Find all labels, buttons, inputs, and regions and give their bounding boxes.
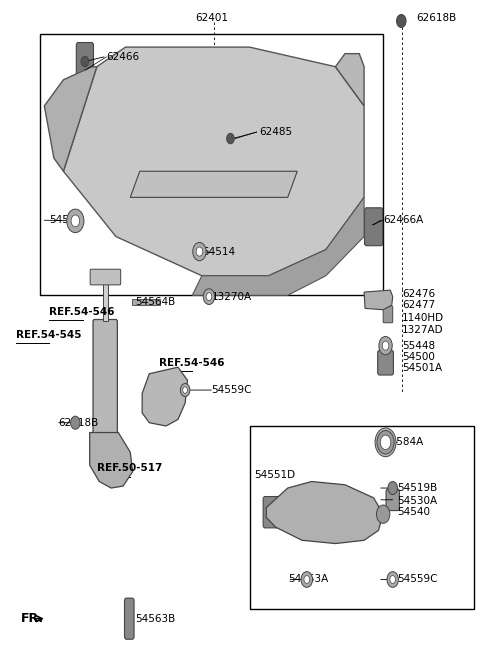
FancyBboxPatch shape xyxy=(383,306,393,323)
Circle shape xyxy=(376,505,390,523)
Circle shape xyxy=(180,384,190,397)
Text: REF.54-546: REF.54-546 xyxy=(49,306,115,317)
Text: 55448: 55448 xyxy=(402,340,435,351)
Text: 54530A: 54530A xyxy=(397,496,438,506)
Text: 62466: 62466 xyxy=(107,52,140,62)
FancyBboxPatch shape xyxy=(386,489,399,510)
FancyBboxPatch shape xyxy=(124,598,134,639)
FancyBboxPatch shape xyxy=(263,497,279,528)
Circle shape xyxy=(379,337,392,355)
Text: 54500: 54500 xyxy=(402,352,435,362)
FancyBboxPatch shape xyxy=(93,319,117,434)
Polygon shape xyxy=(63,47,364,276)
Text: 54514: 54514 xyxy=(49,215,82,225)
Text: 13270A: 13270A xyxy=(211,292,252,302)
Text: 62618B: 62618B xyxy=(417,12,457,23)
Text: 54559C: 54559C xyxy=(211,385,252,395)
Bar xyxy=(132,298,160,305)
Polygon shape xyxy=(90,432,132,488)
Text: 54540: 54540 xyxy=(397,507,431,517)
Circle shape xyxy=(301,571,312,587)
Text: 54584A: 54584A xyxy=(383,438,423,447)
Circle shape xyxy=(382,341,389,350)
Bar xyxy=(250,426,474,609)
Text: REF.54-546: REF.54-546 xyxy=(0,655,1,656)
Polygon shape xyxy=(266,482,383,544)
Text: 62401: 62401 xyxy=(195,12,228,23)
Text: REF.50-517: REF.50-517 xyxy=(0,655,1,656)
Text: 54551D: 54551D xyxy=(254,470,296,480)
Text: 1327AD: 1327AD xyxy=(402,325,444,335)
FancyBboxPatch shape xyxy=(364,208,383,246)
Circle shape xyxy=(203,289,215,304)
Text: 54564B: 54564B xyxy=(135,297,175,307)
Circle shape xyxy=(304,575,310,583)
FancyBboxPatch shape xyxy=(90,269,120,285)
Circle shape xyxy=(71,416,80,429)
Polygon shape xyxy=(130,171,297,197)
Text: FR.: FR. xyxy=(21,612,44,625)
Text: 54514: 54514 xyxy=(202,247,235,256)
Text: 54563B: 54563B xyxy=(135,613,175,624)
Circle shape xyxy=(227,133,234,144)
Text: 54553A: 54553A xyxy=(288,575,328,584)
FancyBboxPatch shape xyxy=(223,121,239,156)
Circle shape xyxy=(388,482,397,495)
Text: 1140HD: 1140HD xyxy=(402,313,444,323)
Polygon shape xyxy=(364,290,393,310)
Text: 54501A: 54501A xyxy=(402,363,443,373)
Text: REF.54-545: REF.54-545 xyxy=(16,329,81,340)
Circle shape xyxy=(375,428,396,457)
Circle shape xyxy=(377,430,394,454)
Polygon shape xyxy=(44,67,97,171)
Circle shape xyxy=(390,575,396,583)
FancyBboxPatch shape xyxy=(378,350,394,375)
Text: REF.54-545: REF.54-545 xyxy=(0,655,1,656)
Text: 62476: 62476 xyxy=(402,289,435,299)
Circle shape xyxy=(387,571,398,587)
Text: 62466A: 62466A xyxy=(383,215,423,225)
Circle shape xyxy=(67,209,84,233)
Circle shape xyxy=(396,14,406,28)
Circle shape xyxy=(196,247,203,256)
Text: 62618B: 62618B xyxy=(59,418,99,428)
FancyBboxPatch shape xyxy=(76,43,94,81)
Circle shape xyxy=(183,387,188,394)
Polygon shape xyxy=(336,54,364,106)
Text: REF.50-517: REF.50-517 xyxy=(97,463,162,474)
Text: 54559C: 54559C xyxy=(397,575,438,584)
Text: 54519B: 54519B xyxy=(397,483,438,493)
Text: REF.54-546: REF.54-546 xyxy=(159,358,224,367)
Circle shape xyxy=(193,243,206,260)
Circle shape xyxy=(71,215,80,227)
Circle shape xyxy=(380,435,391,449)
Text: 62477: 62477 xyxy=(402,300,435,310)
Polygon shape xyxy=(192,197,364,295)
Text: 62485: 62485 xyxy=(259,127,292,137)
Polygon shape xyxy=(142,367,188,426)
Circle shape xyxy=(81,56,89,67)
Text: REF.54-546: REF.54-546 xyxy=(0,655,1,656)
Bar xyxy=(39,34,383,295)
Bar xyxy=(103,282,108,321)
Circle shape xyxy=(206,293,212,300)
